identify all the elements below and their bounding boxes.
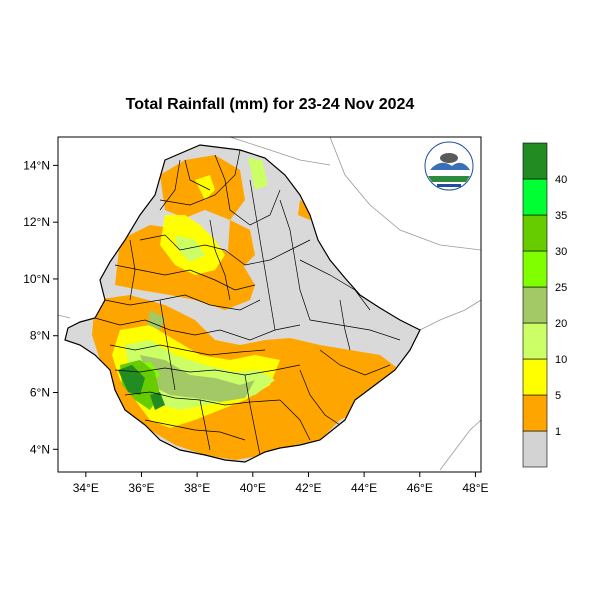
x-tick-label: 44°E xyxy=(351,481,377,495)
colorbar-swatch xyxy=(522,142,548,180)
colorbar-swatch xyxy=(522,178,548,216)
colorbar-swatch xyxy=(522,430,548,468)
map-title: Total Rainfall (mm) for 23-24 Nov 2024 xyxy=(125,96,415,113)
x-tick-label: 34°E xyxy=(73,481,99,495)
colorbar-label: 40 xyxy=(555,174,567,186)
admin-borders xyxy=(94,149,401,456)
colorbar-label: 35 xyxy=(555,210,567,222)
y-tick-label: 12°N xyxy=(23,215,50,229)
colorbar-swatch xyxy=(522,250,548,288)
x-tick-label: 42°E xyxy=(295,481,321,495)
colorbar-swatch xyxy=(522,394,548,432)
axis-ticks: 34°E 36°E 38°E 40°E 42°E 44°E 46°E 48°E 4°N 6°N 8°… xyxy=(23,158,488,495)
y-tick-label: 10°N xyxy=(23,272,50,286)
ethiopian-meteorology-logo xyxy=(424,141,474,191)
colorbar-label: 20 xyxy=(555,318,567,330)
x-tick-label: 40°E xyxy=(240,481,266,495)
colorbar-swatch xyxy=(522,214,548,252)
x-tick-label: 38°E xyxy=(184,481,210,495)
colorbar-swatch xyxy=(522,322,548,360)
rainfall-field xyxy=(92,155,400,460)
y-tick-label: 6°N xyxy=(30,386,50,400)
colorbar-label: 25 xyxy=(555,282,567,294)
x-tick-label: 46°E xyxy=(407,481,433,495)
plot-frame xyxy=(57,136,482,473)
colorbar-label: 30 xyxy=(555,246,567,258)
colorbar: 1 5 10 20 25 30 35 40 xyxy=(522,142,567,468)
y-tick-label: 4°N xyxy=(30,442,50,456)
x-tick-label: 48°E xyxy=(462,481,488,495)
neighbor-borders xyxy=(58,137,481,471)
colorbar-label: 10 xyxy=(555,354,567,366)
x-tick-label: 36°E xyxy=(128,481,154,495)
y-tick-label: 8°N xyxy=(30,329,50,343)
colorbar-swatch xyxy=(522,286,548,324)
colorbar-label: 5 xyxy=(555,390,561,402)
colorbar-swatch xyxy=(522,358,548,396)
colorbar-label: 1 xyxy=(555,426,561,438)
y-tick-label: 14°N xyxy=(23,158,50,172)
